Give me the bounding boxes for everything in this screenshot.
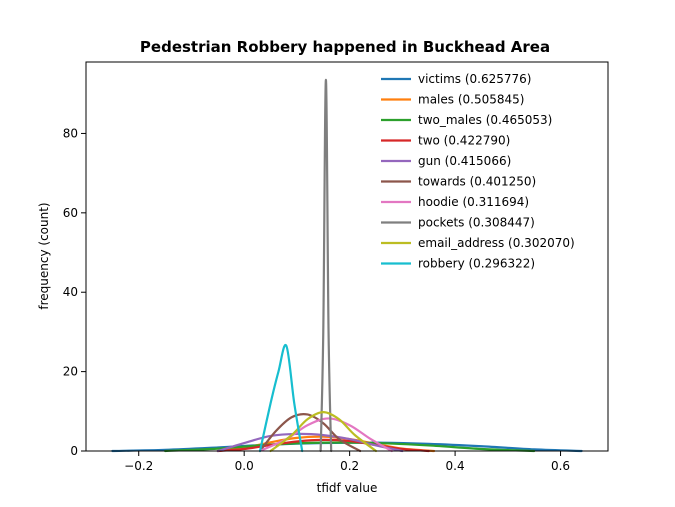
x-tick-label: 0.2 — [340, 459, 359, 473]
y-tick-label: 60 — [63, 206, 78, 220]
series-line-2 — [163, 441, 536, 453]
legend-entry-1: males (0.505845) — [418, 93, 524, 107]
legend-entry-5: towards (0.401250) — [418, 175, 536, 189]
y-tick-label: 80 — [63, 126, 78, 140]
y-tick-label: 20 — [63, 365, 78, 379]
legend-entry-3: two (0.422790) — [418, 134, 510, 148]
y-tick-label: 40 — [63, 285, 78, 299]
y-axis: 0 20 40 60 80 — [63, 126, 86, 458]
series-line-8 — [269, 411, 378, 453]
x-tick-label: 0.6 — [551, 459, 570, 473]
series-line-7 — [319, 78, 333, 453]
legend-entry-6: hoodie (0.311694) — [418, 195, 529, 209]
legend-entry-2: two_males (0.465053) — [418, 113, 552, 127]
x-axis: −0.2 0.0 0.2 0.4 0.6 — [124, 451, 570, 473]
x-axis-label: tfidf value — [317, 481, 378, 495]
y-axis-label: frequency (count) — [37, 202, 51, 309]
series-line-4 — [216, 432, 404, 453]
series-layer — [111, 78, 583, 453]
legend-entry-8: email_address (0.302070) — [418, 236, 575, 250]
legend-entry-4: gun (0.415066) — [418, 154, 511, 168]
y-tick-label: 0 — [70, 444, 78, 458]
plot-frame — [85, 61, 609, 452]
series-line-9 — [258, 343, 304, 453]
x-tick-label: 0.0 — [235, 459, 254, 473]
legend-entry-0: victims (0.625776) — [418, 72, 531, 86]
series-line-5 — [258, 413, 362, 453]
series-line-3 — [216, 438, 430, 453]
legend-entry-9: robbery (0.296322) — [418, 257, 535, 271]
chart-title: Pedestrian Robbery happened in Buckhead … — [140, 38, 550, 56]
legend: victims (0.625776) males (0.505845) two_ma… — [381, 72, 575, 271]
legend-entry-7: pockets (0.308447) — [418, 216, 535, 230]
x-tick-label: 0.4 — [446, 459, 465, 473]
x-tick-label: −0.2 — [124, 459, 153, 473]
